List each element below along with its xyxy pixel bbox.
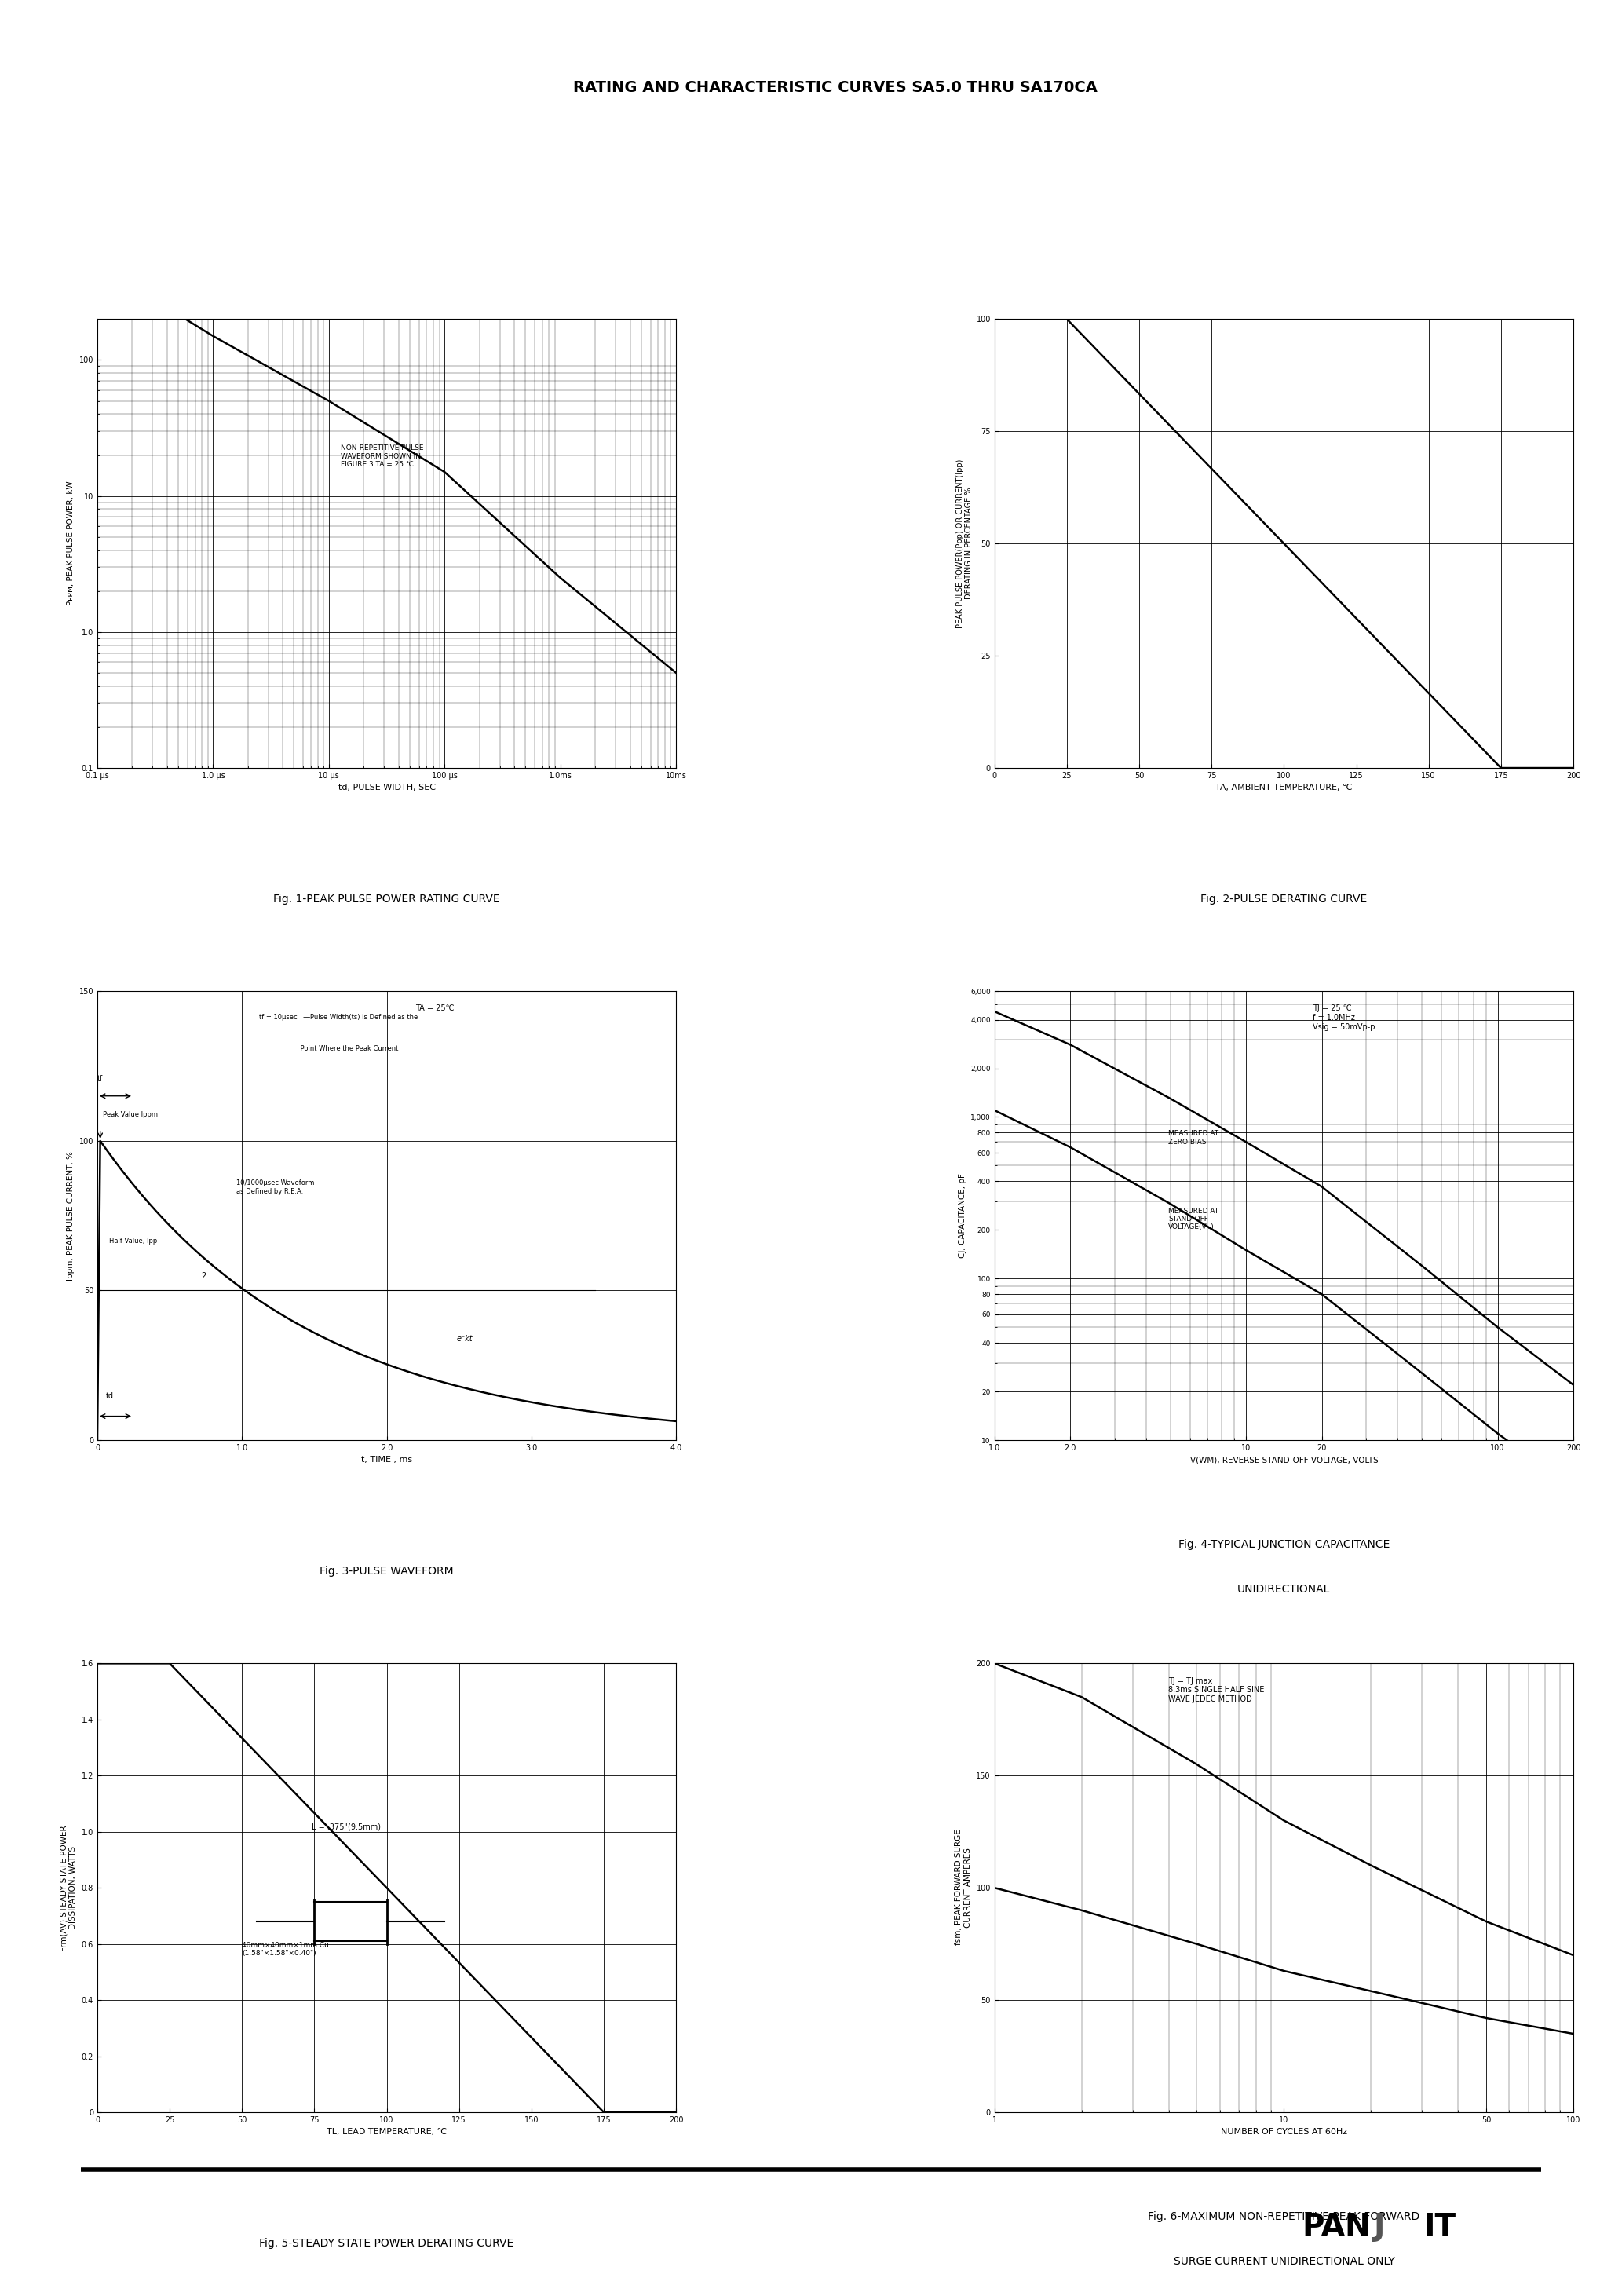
Y-axis label: Ippm, PEAK PULSE CURRENT, %: Ippm, PEAK PULSE CURRENT, % xyxy=(67,1150,75,1281)
Text: MEASURED AT
ZERO BIAS: MEASURED AT ZERO BIAS xyxy=(1168,1130,1218,1146)
Text: Half Value, Ipp: Half Value, Ipp xyxy=(109,1238,157,1244)
X-axis label: t, TIME , ms: t, TIME , ms xyxy=(362,1456,412,1465)
X-axis label: TA, AMBIENT TEMPERATURE, ℃: TA, AMBIENT TEMPERATURE, ℃ xyxy=(1215,783,1353,792)
Text: SURGE CURRENT UNIDIRECTIONAL ONLY: SURGE CURRENT UNIDIRECTIONAL ONLY xyxy=(1173,2257,1395,2266)
Text: e⁻kt: e⁻kt xyxy=(456,1334,472,1343)
Text: RATING AND CHARACTERISTIC CURVES SA5.0 THRU SA170CA: RATING AND CHARACTERISTIC CURVES SA5.0 T… xyxy=(573,80,1098,94)
Text: Fig. 3-PULSE WAVEFORM: Fig. 3-PULSE WAVEFORM xyxy=(320,1566,454,1577)
Text: L = .375"(9.5mm): L = .375"(9.5mm) xyxy=(311,1823,381,1832)
Y-axis label: Ifsm, PEAK FORWARD SURGE
CURRENT AMPERES: Ifsm, PEAK FORWARD SURGE CURRENT AMPERES xyxy=(955,1828,972,1947)
X-axis label: td, PULSE WIDTH, SEC: td, PULSE WIDTH, SEC xyxy=(337,783,435,792)
Y-axis label: PEAK PULSE POWER(Ppp) OR CURRENT(Ipp)
DERATING IN PERCENTAGE %: PEAK PULSE POWER(Ppp) OR CURRENT(Ipp) DE… xyxy=(955,459,973,629)
Y-axis label: CJ, CAPACITANCE, pF: CJ, CAPACITANCE, pF xyxy=(959,1173,967,1258)
Text: 10/1000μsec Waveform
as Defined by R.E.A.: 10/1000μsec Waveform as Defined by R.E.A… xyxy=(237,1180,315,1194)
Text: 2: 2 xyxy=(201,1272,206,1281)
X-axis label: TL, LEAD TEMPERATURE, ℃: TL, LEAD TEMPERATURE, ℃ xyxy=(326,2128,446,2135)
Text: PAN: PAN xyxy=(1302,2213,1371,2241)
Text: Fig. 6-MAXIMUM NON-REPETITIVE PEAK FORWARD: Fig. 6-MAXIMUM NON-REPETITIVE PEAK FORWA… xyxy=(1148,2211,1419,2223)
Text: Point Where the Peak Current: Point Where the Peak Current xyxy=(260,1045,399,1052)
Text: NON-REPETITIVE PULSE
WAVEFORM SHOWN IN
FIGURE 3 TA = 25 ℃: NON-REPETITIVE PULSE WAVEFORM SHOWN IN F… xyxy=(341,445,423,468)
Text: UNIDIRECTIONAL: UNIDIRECTIONAL xyxy=(1238,1584,1330,1596)
Y-axis label: Pᴘᴘᴍ, PEAK PULSE POWER, kW: Pᴘᴘᴍ, PEAK PULSE POWER, kW xyxy=(67,482,75,606)
Text: TJ = 25 ℃
f = 1.0MHz
Vsig = 50mVp-p: TJ = 25 ℃ f = 1.0MHz Vsig = 50mVp-p xyxy=(1312,1006,1375,1031)
Text: Fig. 4-TYPICAL JUNCTION CAPACITANCE: Fig. 4-TYPICAL JUNCTION CAPACITANCE xyxy=(1178,1538,1390,1550)
Text: 40mm×40mm×1mm Cu
(1.58"×1.58"×0.40"): 40mm×40mm×1mm Cu (1.58"×1.58"×0.40") xyxy=(242,1942,329,1956)
Text: tf = 10μsec   ―Pulse Width(ts) is Defined as the: tf = 10μsec ―Pulse Width(ts) is Defined … xyxy=(260,1013,418,1022)
Text: TJ = TJ max
8.3ms SINGLE HALF SINE
WAVE JEDEC METHOD: TJ = TJ max 8.3ms SINGLE HALF SINE WAVE … xyxy=(1168,1676,1264,1704)
Text: Peak Value Ippm: Peak Value Ippm xyxy=(104,1111,157,1118)
X-axis label: NUMBER OF CYCLES AT 60Hz: NUMBER OF CYCLES AT 60Hz xyxy=(1221,2128,1348,2135)
X-axis label: V(WM), REVERSE STAND-OFF VOLTAGE, VOLTS: V(WM), REVERSE STAND-OFF VOLTAGE, VOLTS xyxy=(1191,1456,1379,1465)
Text: tf: tf xyxy=(97,1075,104,1084)
Text: J: J xyxy=(1372,2213,1385,2241)
Text: TA = 25℃: TA = 25℃ xyxy=(415,1006,454,1013)
Text: Fig. 2-PULSE DERATING CURVE: Fig. 2-PULSE DERATING CURVE xyxy=(1200,893,1367,905)
Text: Fig. 1-PEAK PULSE POWER RATING CURVE: Fig. 1-PEAK PULSE POWER RATING CURVE xyxy=(274,893,500,905)
Y-axis label: Frm(AV) STEADY STATE POWER
DISSIPATION, WATTS: Frm(AV) STEADY STATE POWER DISSIPATION, … xyxy=(60,1825,78,1952)
Text: IT: IT xyxy=(1424,2213,1455,2241)
Text: Fig. 5-STEADY STATE POWER DERATING CURVE: Fig. 5-STEADY STATE POWER DERATING CURVE xyxy=(260,2239,514,2250)
Text: td: td xyxy=(105,1391,114,1401)
Text: MEASURED AT
STAND-OFF
VOLTAGE(Vₘ): MEASURED AT STAND-OFF VOLTAGE(Vₘ) xyxy=(1168,1208,1218,1231)
